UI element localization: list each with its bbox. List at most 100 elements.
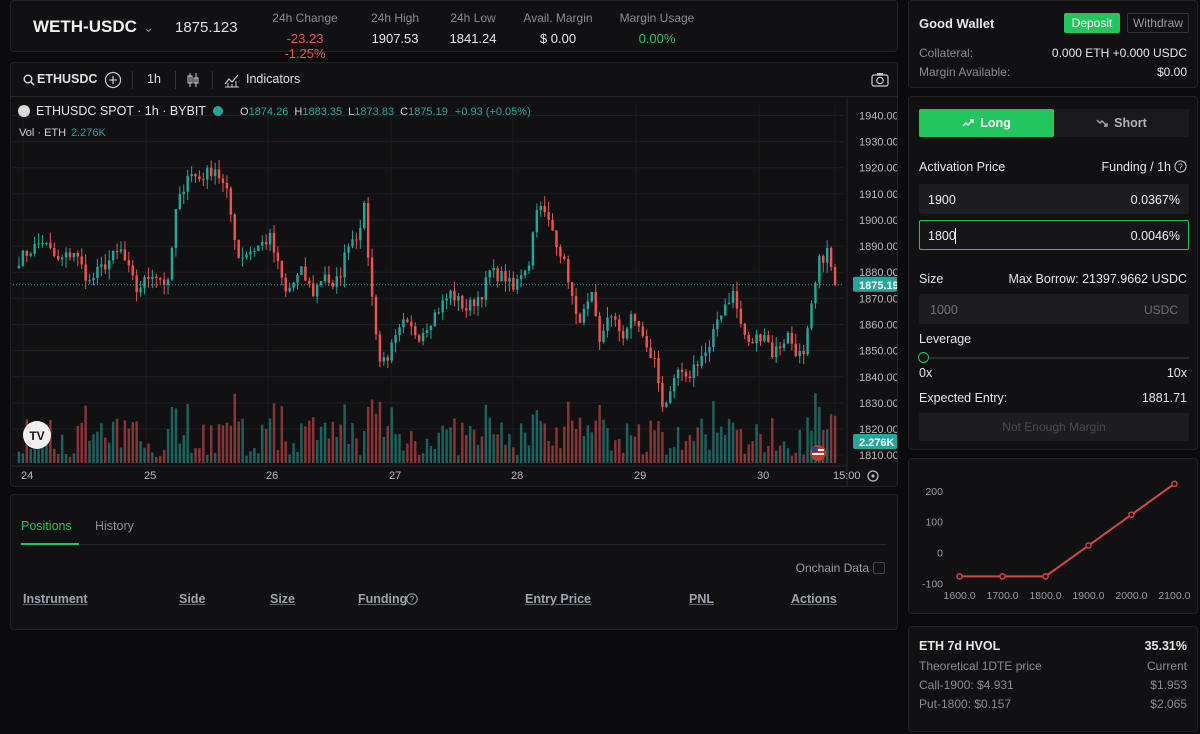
submit-order-button[interactable]: Not Enough Margin — [919, 413, 1189, 441]
candle-body — [280, 260, 284, 278]
price-tick-label: 1840.00 — [859, 372, 897, 384]
stat-margin-usage: Margin Usage 0.00% — [619, 11, 695, 46]
tradingview-logo-icon[interactable]: TV — [23, 421, 51, 449]
onchain-data-checkbox[interactable] — [873, 562, 885, 574]
volume-bar — [649, 420, 652, 463]
short-button[interactable]: Short — [1054, 109, 1189, 137]
long-button[interactable]: Long — [919, 109, 1054, 137]
short-label: Short — [1114, 116, 1147, 130]
chart-settings-icon[interactable] — [867, 470, 879, 482]
column-size[interactable]: Size — [270, 592, 296, 606]
leverage-slider-handle[interactable] — [918, 352, 929, 363]
volume-bar — [484, 404, 488, 463]
info-icon[interactable]: ? — [406, 592, 418, 605]
column-side[interactable]: Side — [179, 592, 206, 606]
collateral-value: 0.000 ETH +0.000 USDC — [1051, 46, 1187, 60]
leverage-min-label: 0x — [919, 366, 933, 380]
candle-body — [111, 251, 115, 261]
activation-price-row[interactable]: 1900 0.0367% — [919, 184, 1189, 214]
column-funding[interactable]: Funding — [358, 592, 408, 606]
indicators-button[interactable]: Indicators — [246, 72, 301, 86]
indicators-icon[interactable] — [224, 72, 240, 88]
volume-bar — [21, 453, 25, 463]
candle-body — [818, 255, 821, 283]
chevron-down-icon[interactable]: ⌄ — [142, 20, 154, 35]
candle-body — [96, 266, 99, 278]
candle-body — [829, 247, 833, 268]
candle-body — [104, 264, 107, 270]
leverage-slider-track[interactable] — [923, 357, 1189, 359]
candle-body — [253, 250, 256, 252]
candle-body — [323, 274, 327, 282]
volume-bar — [260, 424, 264, 463]
size-input[interactable]: 1000 USDC — [919, 294, 1189, 324]
candle-body — [100, 264, 103, 267]
volume-bar — [382, 437, 386, 463]
candle-body — [53, 248, 56, 257]
candle-style-icon[interactable] — [186, 72, 200, 88]
candle-body — [641, 326, 645, 336]
volume-bar — [84, 405, 87, 463]
tabs-divider — [21, 544, 887, 545]
compare-add-icon[interactable] — [104, 71, 122, 89]
candle-body — [174, 209, 178, 248]
volume-bar — [492, 434, 495, 463]
column-entry-price[interactable]: Entry Price — [525, 592, 592, 606]
volume-bar — [264, 428, 268, 463]
volume-bar — [68, 456, 72, 463]
column-pnl[interactable]: PNL — [689, 592, 714, 606]
volume-bar — [107, 442, 111, 463]
tab-positions[interactable]: Positions — [21, 519, 72, 533]
volume-bar — [351, 423, 354, 463]
candle-body — [410, 321, 413, 327]
deposit-button[interactable]: Deposit — [1064, 13, 1120, 33]
volume-bar — [641, 454, 645, 463]
withdraw-button[interactable]: Withdraw — [1127, 13, 1189, 33]
candle-body — [727, 302, 731, 305]
help-icon[interactable]: ? — [1174, 160, 1187, 173]
candle-body — [519, 275, 523, 280]
market-status-icon — [213, 106, 223, 116]
candlestick-chart[interactable]: 1940.00 1930.00 1920.00 1910.00 1900.00 1890.… — [11, 97, 897, 486]
candle-body — [359, 228, 362, 241]
pair-name[interactable]: WETH-USDC — [33, 17, 137, 36]
column-instrument[interactable]: Instrument — [23, 592, 88, 606]
activation-price-value[interactable]: 1900 — [928, 193, 956, 207]
column-actions[interactable]: Actions — [791, 592, 837, 606]
payoff-x-tick-label: 2100.0 — [1158, 590, 1190, 602]
positions-panel: Positions History Onchain Data Instrumen… — [10, 494, 898, 630]
candle-body — [206, 167, 209, 180]
candle-body — [347, 246, 350, 253]
time-axis[interactable]: 24 25 26 27 28 29 30 15:00 — [11, 465, 861, 482]
wallet-panel: Good Wallet Deposit Withdraw Collateral:… — [908, 0, 1198, 88]
candle-body — [155, 276, 158, 279]
candle-body — [300, 266, 303, 275]
candle-body — [606, 317, 609, 331]
pair-selector[interactable]: WETH-USDC ⌄ — [33, 17, 154, 37]
volume-bar — [814, 393, 817, 463]
stat-value: -23.23 -1.25% — [284, 31, 326, 61]
us-flag-icon[interactable] — [810, 445, 826, 461]
price-axis[interactable]: 1940.00 1930.00 1920.00 1910.00 1900.00 1890.… — [846, 97, 897, 486]
put-price-label: Put-1800: $0.157 — [919, 697, 1012, 711]
payoff-y-tick-label: -100 — [922, 578, 943, 590]
volume-bar — [645, 451, 648, 463]
candle-body — [771, 342, 774, 358]
candle-body — [637, 321, 641, 327]
interval-button[interactable]: 1h — [147, 72, 161, 86]
volume-bar — [810, 430, 813, 463]
volume-bar — [539, 421, 542, 463]
candle-body — [41, 243, 44, 245]
activation-price-value[interactable]: 1800 — [928, 229, 956, 243]
candle-body — [17, 265, 21, 269]
stat-avail-margin: Avail. Margin $ 0.00 — [521, 11, 595, 46]
margin-available-label: Margin Available: — [919, 65, 1011, 79]
tab-history[interactable]: History — [95, 519, 134, 533]
activation-price-input[interactable]: 1800 0.0046% — [919, 220, 1189, 250]
camera-icon[interactable] — [871, 72, 889, 88]
candle-body — [570, 282, 574, 296]
search-icon[interactable] — [23, 73, 35, 86]
candle-body — [539, 206, 542, 211]
candle-body — [602, 330, 605, 342]
symbol-search[interactable]: ETHUSDC — [37, 72, 98, 86]
